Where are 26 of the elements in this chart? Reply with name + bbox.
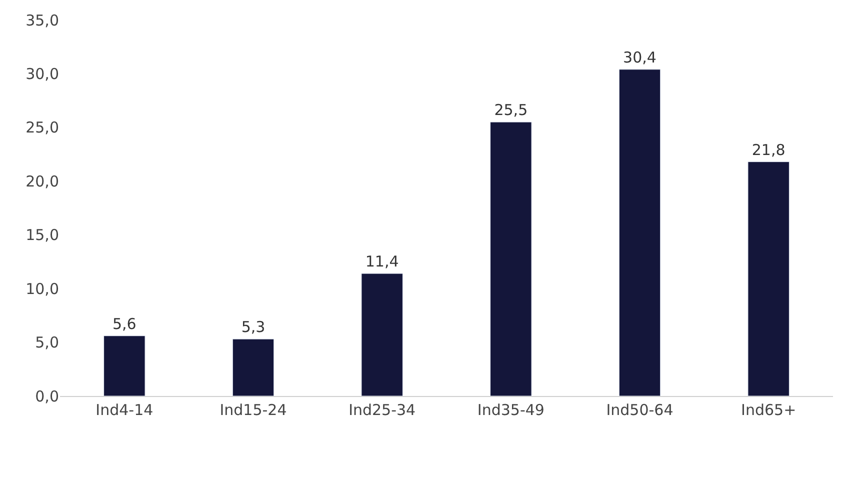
data-label: 30,4 [623,48,656,66]
bar [618,69,661,396]
data-label: 11,4 [365,252,399,271]
y-tick-label: 25,0 [26,118,59,137]
data-label: 5,6 [112,314,136,333]
x-tick-label: Ind65+ [741,401,796,419]
data-label: 21,8 [752,140,786,159]
y-tick-label: 35,0 [26,11,59,30]
x-tick-label: Ind15-24 [220,401,287,419]
y-tick-label: 5,0 [35,334,59,352]
y-tick-label: 15,0 [26,226,59,244]
y-tick-label: 20,0 [26,172,59,190]
x-tick-label: Ind25-34 [348,401,416,419]
x-tick-label: Ind50-64 [606,401,674,419]
data-label: 25,5 [494,101,528,120]
bar [748,162,790,396]
bar [490,122,532,396]
y-tick-label: 10,0 [26,280,59,298]
bar [361,273,403,396]
y-tick-label: 30,0 [26,64,59,83]
bar [232,338,274,396]
x-tick-label: Ind35-49 [477,401,544,419]
y-tick-label: 0,0 [35,387,59,406]
data-label: 5,3 [241,318,266,336]
x-tick-label: Ind4-14 [96,401,154,419]
bar [104,336,146,396]
